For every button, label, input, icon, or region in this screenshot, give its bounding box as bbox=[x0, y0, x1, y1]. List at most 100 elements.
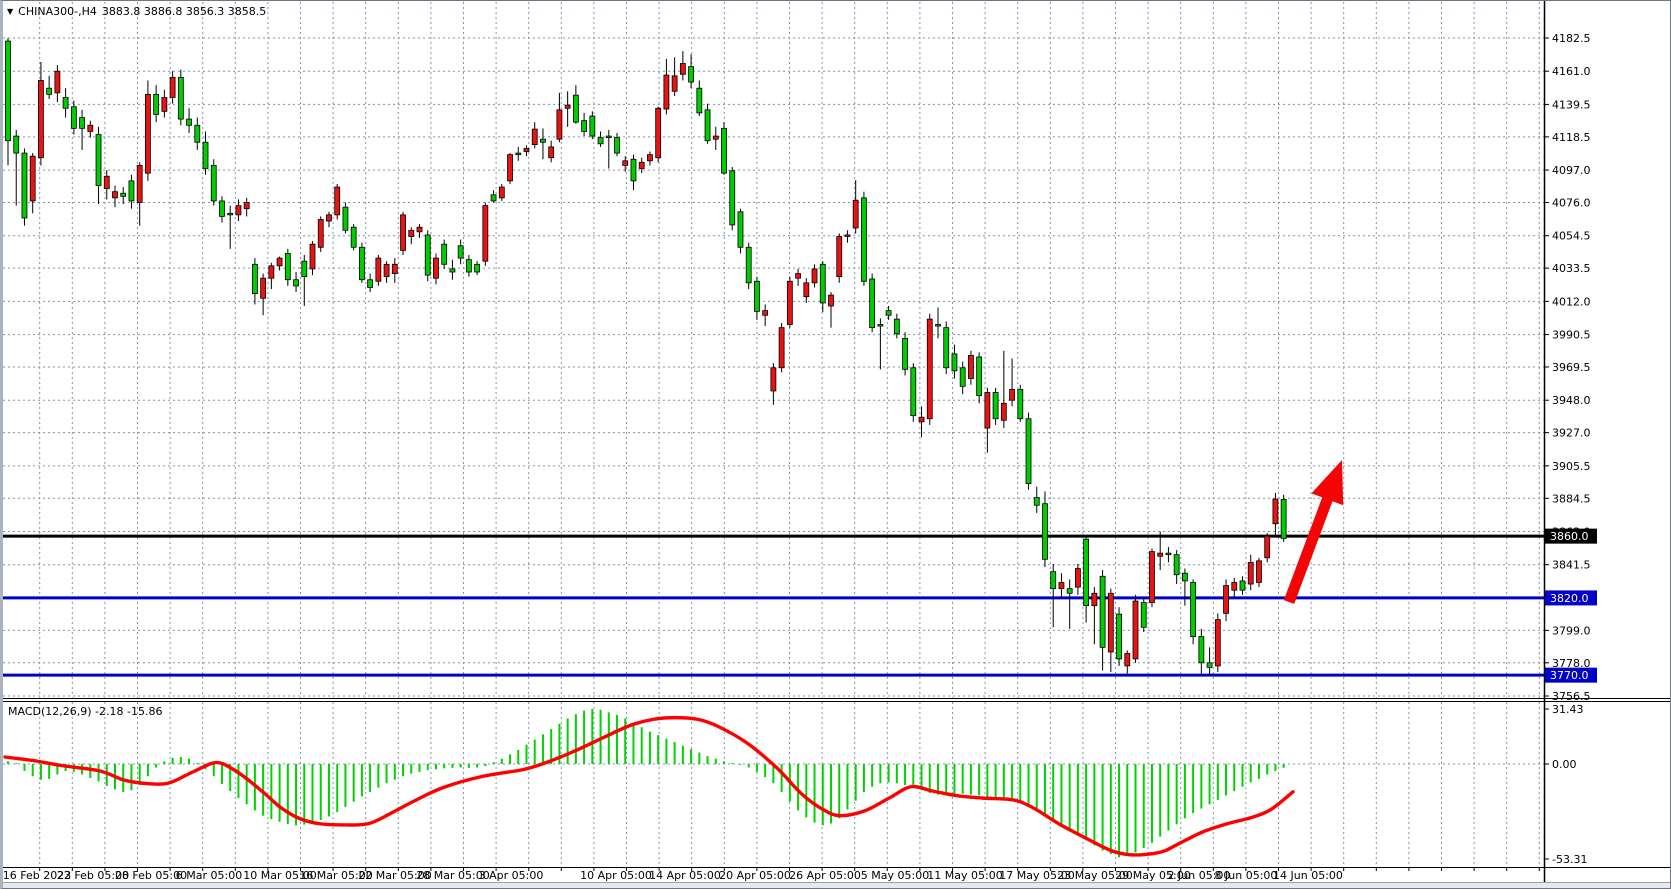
candle-body bbox=[655, 107, 662, 159]
candle-body bbox=[902, 338, 908, 370]
time-axis-label: 14 Jun 05:00 bbox=[1273, 869, 1343, 882]
price-tag-3820.0 bbox=[1545, 590, 1597, 606]
candle-body bbox=[704, 109, 711, 142]
candle-body bbox=[1206, 662, 1213, 668]
price-tag-3860.0 bbox=[1545, 528, 1597, 544]
candle-body bbox=[1058, 582, 1065, 590]
candle-body bbox=[194, 124, 201, 143]
candle-body bbox=[1149, 551, 1155, 603]
candle-body bbox=[1256, 560, 1262, 583]
candle-body bbox=[951, 353, 958, 372]
price-tag-label: 3860.0 bbox=[1550, 530, 1589, 543]
candle-body bbox=[597, 137, 604, 145]
candle-body bbox=[1099, 575, 1106, 648]
candle-body bbox=[268, 265, 275, 279]
candle-body bbox=[441, 243, 448, 265]
ohlc-readout: 3883.8 3886.8 3856.3 3858.5 bbox=[101, 5, 267, 18]
candle-body bbox=[959, 367, 966, 387]
candle-body bbox=[449, 268, 456, 273]
candle-body bbox=[465, 259, 472, 273]
candle-body bbox=[202, 141, 209, 169]
trend-arrow-annotation[interactable] bbox=[1283, 460, 1344, 604]
time-axis-label: 11 May 05:00 bbox=[927, 869, 1002, 882]
time-axis-label: 5 May 05:00 bbox=[861, 869, 929, 882]
chart-plot-area[interactable] bbox=[3, 1, 1544, 698]
candle-body bbox=[293, 279, 299, 287]
price-axis-label: 4054.5 bbox=[1552, 230, 1591, 243]
candle-body bbox=[786, 280, 793, 325]
candle-body bbox=[696, 87, 703, 114]
candle-body bbox=[482, 205, 489, 262]
candle-body bbox=[433, 257, 439, 279]
candle-body bbox=[918, 416, 925, 423]
price-axis-label: 4139.5 bbox=[1552, 98, 1591, 111]
candle-body bbox=[103, 175, 110, 189]
candle-body bbox=[367, 279, 374, 288]
price-axis-label: 4161.0 bbox=[1552, 65, 1591, 78]
candle-body bbox=[342, 206, 349, 231]
candle-body bbox=[1009, 388, 1015, 401]
price-axis-label: 3756.5 bbox=[1552, 690, 1591, 703]
time-axis-label: 28 Mar 05:00 bbox=[416, 869, 489, 882]
bottom-strip bbox=[3, 882, 1670, 888]
candle-body bbox=[120, 192, 127, 197]
price-tag-3770.0 bbox=[1545, 667, 1597, 683]
candle-body bbox=[408, 229, 415, 237]
candle-body bbox=[5, 40, 11, 142]
chart-canvas: 4182.5 4161.0 4139.5 4118.5 4097.0 4076.0 4054… bbox=[3, 1, 1670, 888]
candle-body bbox=[474, 263, 481, 273]
time-axis-label: 6 Mar 05:00 bbox=[176, 869, 242, 882]
candle-body bbox=[910, 367, 917, 417]
candle-body bbox=[301, 260, 308, 278]
candle-body bbox=[745, 246, 752, 284]
candle-body bbox=[161, 97, 168, 112]
candle-body bbox=[46, 87, 53, 95]
candle-body bbox=[309, 243, 316, 270]
candle-body bbox=[712, 135, 719, 140]
time-axis-label: 26 Apr 05:00 bbox=[789, 869, 861, 882]
candle-body bbox=[235, 205, 242, 216]
candle-body bbox=[564, 104, 571, 109]
candle-body bbox=[227, 212, 234, 216]
candle-body bbox=[383, 263, 390, 278]
candle-body bbox=[54, 70, 61, 94]
candle-body bbox=[770, 367, 777, 392]
candle-body bbox=[507, 154, 513, 182]
candle-body bbox=[754, 280, 760, 312]
candle-body bbox=[350, 226, 357, 248]
candle-body bbox=[416, 226, 423, 233]
candle-body bbox=[358, 246, 365, 281]
candle-body bbox=[1033, 497, 1040, 506]
time-axis-label: 23 May 05:00 bbox=[1057, 869, 1132, 882]
candle-body bbox=[375, 257, 382, 282]
candle-body bbox=[284, 253, 291, 281]
time-axis-label: 20 Apr 05:00 bbox=[719, 869, 791, 882]
time-axis-label: 29 May 05:00 bbox=[1115, 869, 1190, 882]
candle-body bbox=[79, 117, 85, 129]
candle-body bbox=[795, 273, 801, 279]
price-axis-label: 4182.5 bbox=[1552, 32, 1591, 45]
candle-body bbox=[581, 120, 587, 132]
price-axis-label: 4033.5 bbox=[1552, 262, 1591, 275]
price-axis-label: 3905.5 bbox=[1552, 460, 1591, 473]
time-axis-label: 22 Feb 05:00 bbox=[57, 869, 129, 882]
candle-body bbox=[1107, 592, 1114, 653]
candle-body bbox=[210, 165, 217, 202]
candle-body bbox=[1000, 402, 1007, 421]
candle-body bbox=[1214, 619, 1221, 667]
candle-body bbox=[1231, 582, 1238, 591]
candle-body bbox=[317, 219, 324, 248]
candle-body bbox=[424, 234, 431, 276]
symbol-dropdown-icon[interactable]: ▼ bbox=[7, 6, 14, 16]
candle-body bbox=[803, 282, 810, 298]
time-axis-label: 10 Mar 05:00 bbox=[243, 869, 316, 882]
macd-axis-label: 0.00 bbox=[1552, 758, 1577, 771]
candle-body bbox=[679, 63, 686, 75]
candle-body bbox=[153, 93, 160, 115]
candle-body bbox=[877, 324, 884, 327]
candle-body bbox=[836, 236, 843, 278]
candle-body bbox=[885, 310, 892, 316]
candle-body bbox=[729, 170, 736, 226]
candle-body bbox=[968, 355, 974, 379]
candle-body bbox=[605, 135, 612, 139]
